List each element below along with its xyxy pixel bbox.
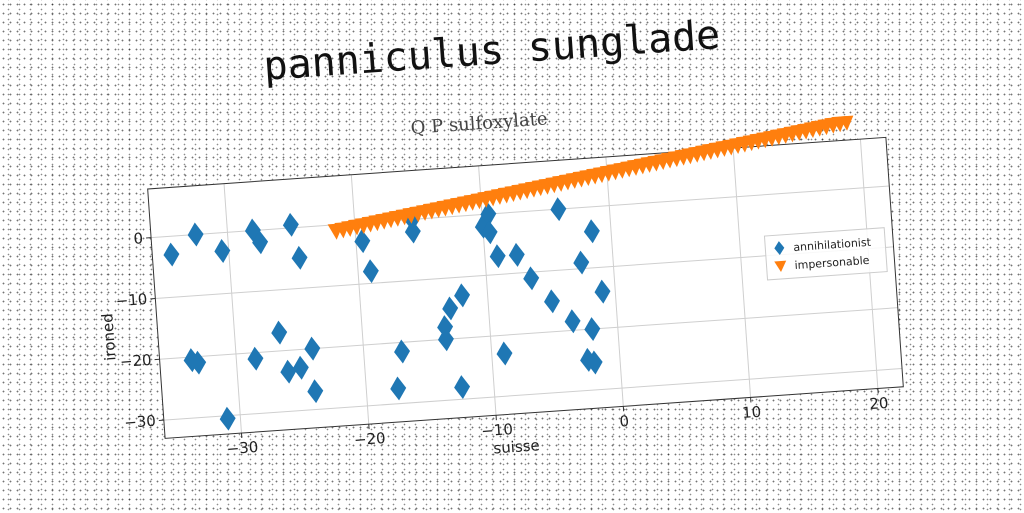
y-axis-label: ironed bbox=[98, 313, 119, 362]
scatter-chart: −30 −20 −10 0 10 20 0 −10 −20 −30 suisse ironed anni… bbox=[84, 111, 936, 508]
x-tick-label: 20 bbox=[869, 394, 889, 413]
chart-title: panniculus sunglade bbox=[262, 12, 722, 90]
x-axis-label: suisse bbox=[493, 436, 541, 457]
x-tick-label: −20 bbox=[353, 429, 386, 449]
y-tick-label: −20 bbox=[119, 351, 152, 371]
chart-container: −30 −20 −10 0 10 20 0 −10 −20 −30 suisse ironed anni… bbox=[84, 111, 936, 508]
y-tick-label: −30 bbox=[124, 412, 157, 432]
x-tick-label: 0 bbox=[619, 412, 630, 431]
chart-subtitle: Q P sulfoxylate bbox=[410, 108, 548, 139]
x-tick-label: −30 bbox=[226, 438, 259, 458]
y-tick-label: 0 bbox=[133, 229, 144, 248]
x-tick-label: 10 bbox=[741, 403, 761, 422]
y-tick-label: −10 bbox=[115, 290, 148, 310]
x-tick-label: −10 bbox=[481, 420, 514, 440]
